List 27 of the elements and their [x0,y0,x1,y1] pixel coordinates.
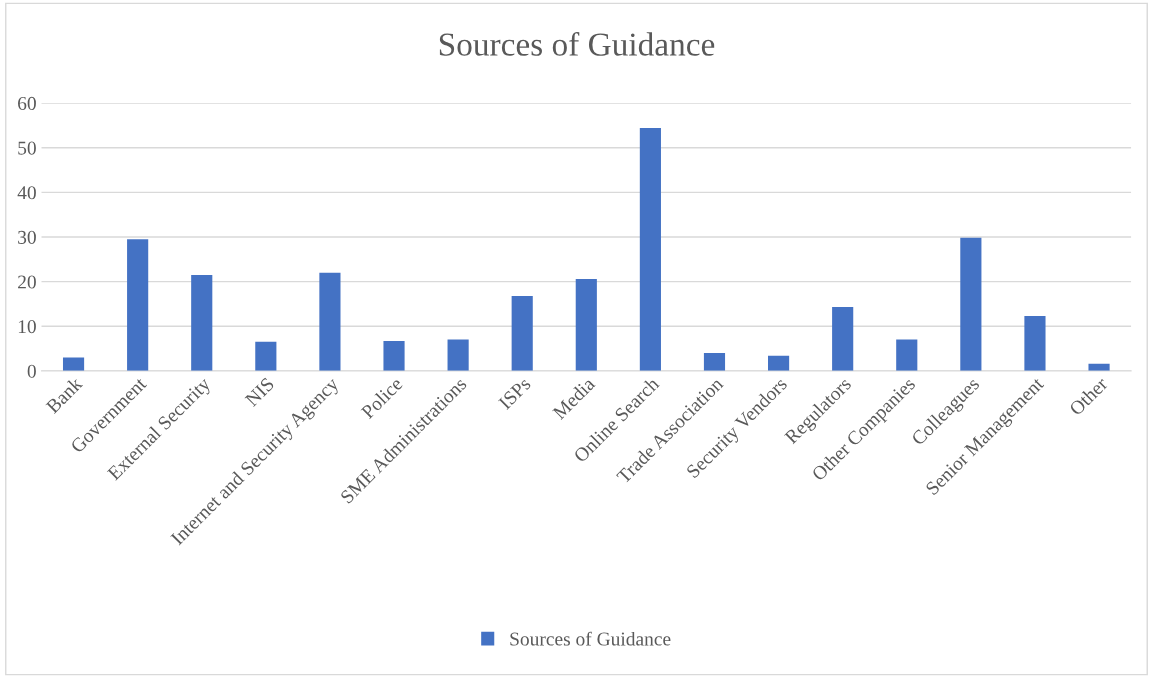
bar [832,307,854,371]
bar [703,353,726,371]
bar [383,340,405,371]
bar [575,278,597,371]
bar [447,339,469,371]
bar [896,339,918,371]
y-tick-label: 20 [18,275,36,289]
bar [511,295,533,371]
chart-title: Sources of Guidance [439,32,715,56]
x-tick-label: NIS [244,377,275,408]
bar [768,355,790,371]
bar [127,239,149,371]
bar [191,274,213,371]
bar [1024,315,1046,371]
legend-label: Sources of Guidance [510,631,671,646]
bar [639,128,661,371]
y-tick-label: 0 [27,364,36,378]
y-tick-label: 40 [17,186,36,200]
y-tick-label: 50 [18,141,36,155]
y-tick-label: 30 [18,230,36,244]
x-tick-label: ISPs [497,376,532,411]
y-tick-label: 10 [18,320,36,334]
bar [255,341,277,371]
bar [960,237,982,371]
bar [319,272,341,371]
bar [62,357,85,371]
y-tick-label: 60 [18,96,36,110]
